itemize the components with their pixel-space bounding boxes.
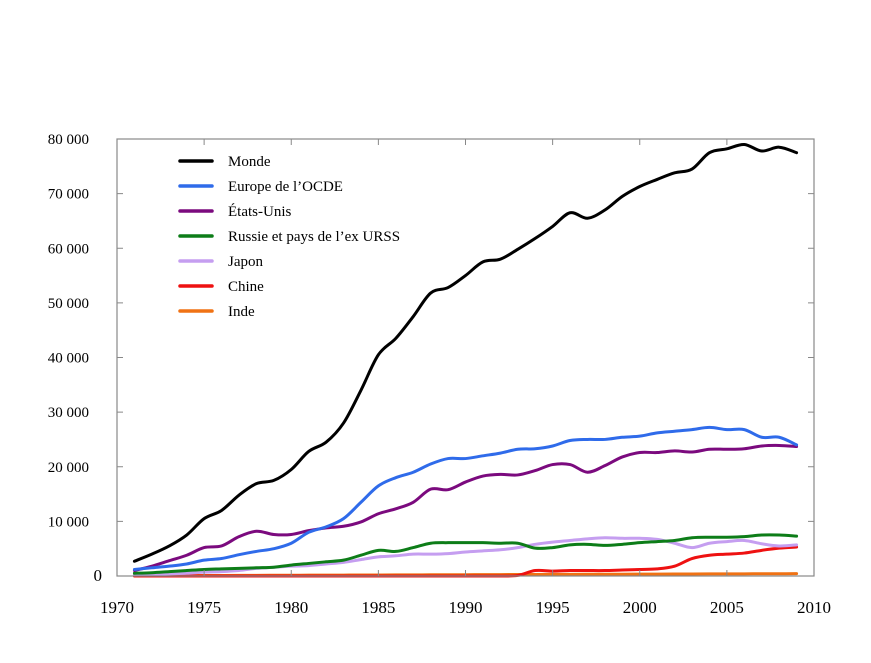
series-line-japon — [132, 536, 799, 577]
y-tick-label: 10 000 — [48, 514, 89, 530]
y-tick-label: 60 000 — [48, 241, 89, 257]
legend-label-europe-de-l-ocde: Europe de l’OCDE — [228, 179, 343, 195]
legend-label-russie-et-pays-de-l-ex-urss: Russie et pays de l’ex URSS — [228, 229, 400, 245]
legend-label-chine: Chine — [228, 279, 264, 295]
y-tick-label: 50 000 — [48, 296, 89, 312]
y-tick-label: 20 000 — [48, 460, 89, 476]
y-axis-ticks: 0 10 000 20 000 30 000 40 000 50 000 60 000 70 … — [48, 132, 814, 585]
x-axis-ticks: 1970 1975 1980 1985 1990 1995 2000 2005 2010 — [100, 139, 831, 617]
y-tick-label: 0 — [94, 566, 103, 585]
x-tick-label: 2000 — [623, 598, 657, 617]
x-tick-label: 2010 — [797, 598, 831, 617]
legend-label-japon: Japon — [228, 254, 263, 270]
x-tick-label: 1970 — [100, 598, 134, 617]
series-line-monde — [132, 142, 799, 563]
series-line-europe-de-l-ocde — [132, 425, 799, 571]
legend: Monde Europe de l’OCDE États-Unis Russie et… — [178, 154, 400, 320]
y-tick-label: 40 000 — [48, 351, 89, 367]
x-tick-label: 1990 — [449, 598, 483, 617]
x-tick-label: 2005 — [710, 598, 744, 617]
series-line-etats-unis — [132, 443, 799, 573]
x-tick-label: 1980 — [274, 598, 308, 617]
x-tick-label: 1975 — [187, 598, 221, 617]
y-tick-label: 80 000 — [48, 132, 89, 148]
legend-label-etats-unis: États-Unis — [228, 203, 291, 220]
x-tick-label: 1985 — [361, 598, 395, 617]
y-tick-label: 70 000 — [48, 187, 89, 203]
legend-label-monde: Monde — [228, 154, 271, 170]
legend-label-inde: Inde — [228, 304, 255, 320]
series-line-russie-et-pays-de-l-ex-urss — [132, 533, 799, 575]
y-tick-label: 30 000 — [48, 405, 89, 421]
x-tick-label: 1995 — [536, 598, 570, 617]
